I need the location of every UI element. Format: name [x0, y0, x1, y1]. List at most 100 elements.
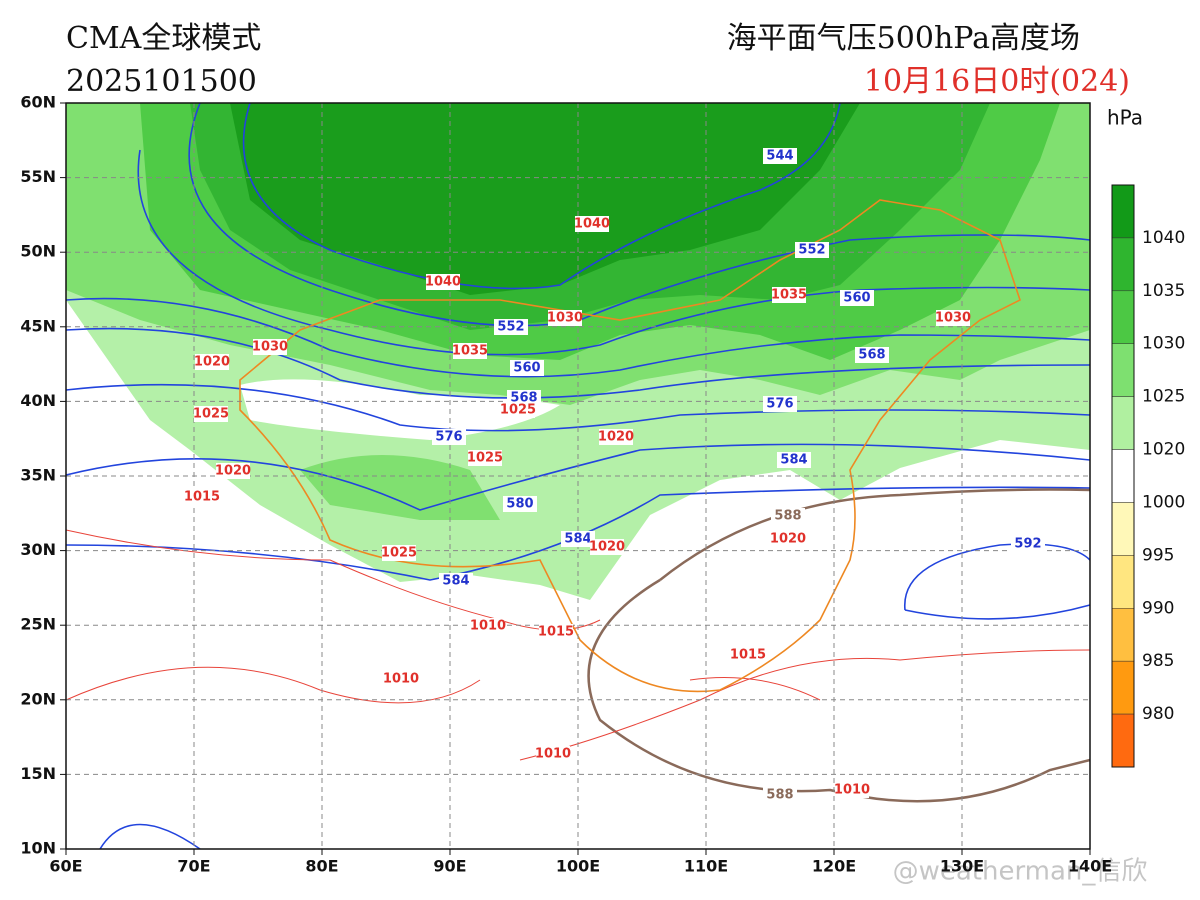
label-box	[426, 274, 460, 290]
contour-label: 1025	[381, 545, 417, 561]
contour-label: 1015	[538, 624, 574, 640]
lon-label: 100E	[556, 857, 600, 876]
contour-value: 576	[435, 430, 462, 445]
contour-label: 1035	[452, 343, 488, 359]
contour-value: 1030	[935, 311, 971, 326]
contour-value: 580	[506, 497, 533, 512]
contour-label: 1040	[574, 216, 610, 232]
label-box	[855, 347, 889, 363]
contour-value: 576	[766, 397, 793, 412]
contour-label: 1010	[383, 671, 419, 687]
contour-value: 1040	[574, 217, 610, 232]
contour-label: 1035	[771, 287, 807, 303]
contour-value: 1020	[194, 355, 230, 370]
colorbar-label: 995	[1142, 545, 1174, 565]
contour-value: 552	[497, 320, 524, 335]
label-box	[384, 671, 418, 687]
label-box	[539, 624, 573, 640]
contour-value: 1040	[425, 275, 461, 290]
colorbar-label: 1035	[1142, 281, 1185, 301]
label-box	[777, 452, 811, 468]
contour-label: 584	[561, 531, 595, 547]
lon-label: 140E	[1068, 857, 1112, 876]
contour-label: 588	[763, 787, 797, 803]
label-box	[840, 290, 874, 306]
label-box	[194, 406, 228, 422]
contour-value: 584	[564, 532, 591, 547]
contour-label: 1030	[935, 310, 971, 326]
label-box	[936, 310, 970, 326]
contour-label: 588	[771, 508, 805, 524]
contour-value: 1010	[834, 783, 870, 798]
lat-label: 55N	[20, 167, 56, 186]
contour-label: 576	[432, 429, 466, 445]
label-box	[382, 545, 416, 561]
lat-label: 35N	[20, 466, 56, 485]
lat-label: 45N	[20, 316, 56, 335]
contour-label: 1020	[598, 429, 634, 445]
colorbar-label: 1000	[1142, 492, 1185, 512]
colorbar-label: 980	[1142, 704, 1174, 724]
product-title: 海平面气压500hPa高度场	[727, 21, 1080, 56]
contour-label: 1030	[252, 339, 288, 355]
colorbar-segment	[1111, 608, 1135, 662]
colorbar-label: 1020	[1142, 440, 1185, 460]
lat-label: 20N	[20, 689, 56, 708]
contour-label: 1010	[834, 782, 870, 798]
contour-label: 1015	[184, 489, 220, 505]
lon-label: 60E	[49, 857, 82, 876]
grid	[66, 103, 1090, 849]
label-box	[536, 746, 570, 762]
contour-label: 1020	[215, 463, 251, 479]
contour-label: 560	[840, 290, 874, 306]
contour-label: 568	[855, 347, 889, 363]
label-box	[453, 343, 487, 359]
colorbar-label: 1025	[1142, 387, 1185, 407]
contour-label: 560	[510, 360, 544, 376]
label-box	[599, 429, 633, 445]
colorbar: 1040 1035 1030 1025 1020 1000 995 990 985 980	[1111, 184, 1185, 768]
contour-label: 1025	[467, 450, 503, 466]
contour-value: 584	[780, 453, 807, 468]
colorbar-segment	[1111, 343, 1135, 397]
contour-value: 568	[510, 391, 537, 406]
contour-value: 1035	[771, 288, 807, 303]
contour-value: 1010	[383, 672, 419, 687]
contour-label: 1010	[535, 746, 571, 762]
colorbar-segment	[1111, 555, 1135, 609]
contour-value: 1025	[381, 546, 417, 561]
contour-value: 588	[766, 788, 793, 803]
contour-value: 1030	[252, 340, 288, 355]
valid-time: 10月16日0时(024)	[864, 64, 1130, 99]
lat-label: 25N	[20, 615, 56, 634]
contour-label: 544	[763, 148, 797, 164]
contour-value: 1025	[193, 407, 229, 422]
lat-label: 50N	[20, 242, 56, 261]
label-box	[1011, 536, 1045, 552]
label-box	[771, 508, 805, 524]
label-box	[195, 354, 229, 370]
unit-label: hPa	[1107, 106, 1143, 130]
label-box	[468, 450, 502, 466]
contour-label: 1025	[193, 406, 229, 422]
contour-value: 1015	[184, 490, 220, 505]
contour-value: 560	[513, 361, 540, 376]
label-box	[772, 287, 806, 303]
colorbar-segment	[1111, 502, 1135, 556]
label-box	[575, 216, 609, 232]
contour-label: 1025	[500, 402, 536, 418]
contour-value: 552	[798, 243, 825, 258]
lat-label: 15N	[20, 764, 56, 783]
contour-value: 1025	[500, 403, 536, 418]
contour-value: 568	[858, 348, 885, 363]
contour-588	[587, 488, 1091, 803]
lat-label: 60N	[20, 93, 56, 112]
label-box	[439, 573, 473, 589]
label-box	[590, 539, 624, 555]
contour-value: 1010	[535, 747, 571, 762]
contour-value: 1015	[730, 648, 766, 663]
lon-label: 80E	[305, 857, 338, 876]
label-box	[835, 782, 869, 798]
label-box	[216, 463, 250, 479]
